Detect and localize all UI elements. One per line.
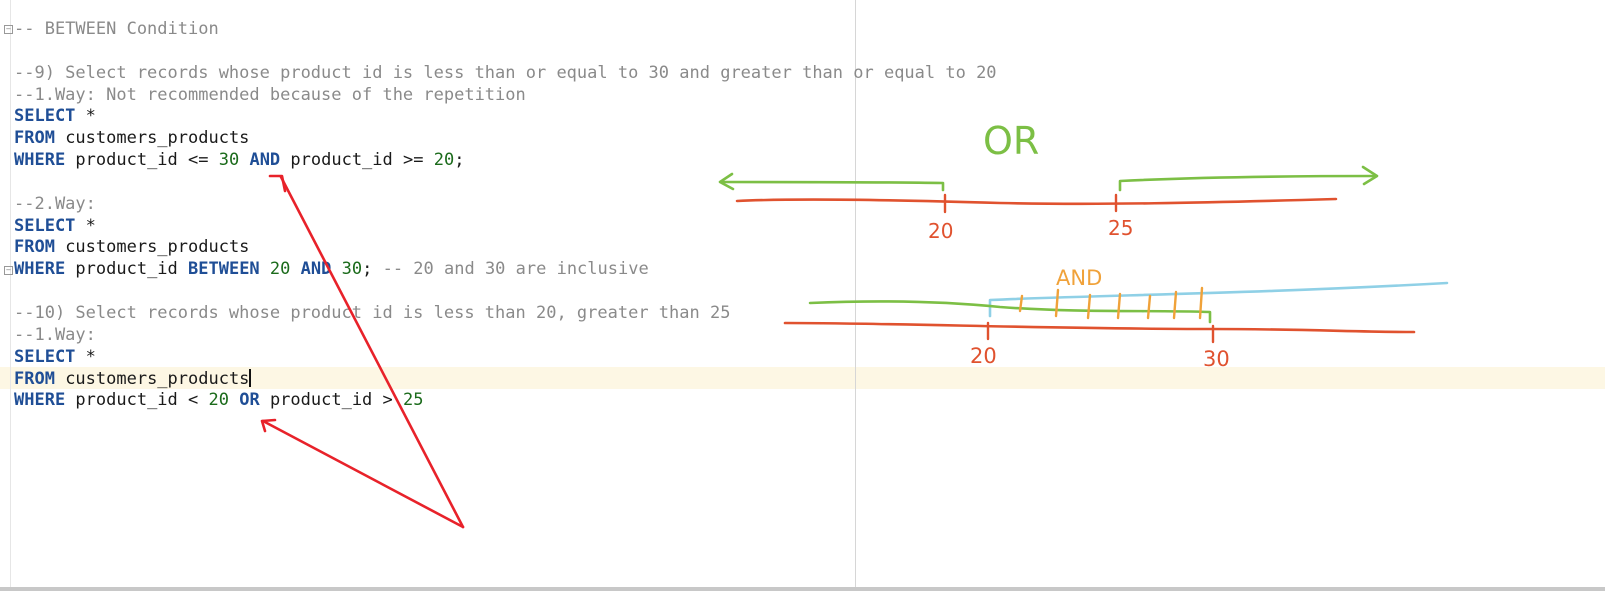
sql-comment: --9) Select records whose product id is … xyxy=(14,62,997,83)
arrowhead xyxy=(260,418,277,433)
arrow-to-and-keyword xyxy=(279,175,465,529)
code-line[interactable]: --1.Way: Not recommended because of the … xyxy=(14,85,997,107)
code-line[interactable]: --10) Select records whose product id is… xyxy=(14,303,997,325)
code-line[interactable]: FROM customers_products xyxy=(14,368,997,391)
sql-keyword: SELECT xyxy=(14,346,76,367)
or-tick-label: 25 xyxy=(1108,216,1133,240)
code-line[interactable]: FROM customers_products xyxy=(14,128,997,150)
code-line[interactable]: WHERE product_id BETWEEN 20 AND 30; -- 2… xyxy=(14,259,997,281)
code-line[interactable]: WHERE product_id < 20 OR product_id > 25 xyxy=(14,390,997,412)
number-literal: 25 xyxy=(403,390,424,411)
or-label: OR xyxy=(983,119,1039,163)
code-line[interactable]: --9) Select records whose product id is … xyxy=(14,63,997,85)
code-token: customers_products xyxy=(54,237,250,258)
code-line[interactable]: SELECT * xyxy=(14,216,997,238)
sql-comment: -- BETWEEN Condition xyxy=(14,19,219,39)
code-token: product_id < xyxy=(65,390,209,411)
sql-keyword: WHERE xyxy=(14,390,66,411)
and-tick-label: 20 xyxy=(970,344,997,368)
red-arrows xyxy=(260,174,465,529)
sql-keyword: FROM xyxy=(14,128,55,149)
sql-keyword: WHERE xyxy=(14,259,66,280)
code-line[interactable]: WHERE product_id <= 30 AND product_id >=… xyxy=(14,150,997,172)
fold-toggle-icon[interactable]: − xyxy=(4,25,13,34)
code-line[interactable]: FROM customers_products xyxy=(14,237,997,259)
right-margin-guide xyxy=(855,0,856,587)
sql-comment: --2.Way: xyxy=(14,193,96,214)
sql-keyword: FROM xyxy=(14,368,55,389)
code-token: customers_products xyxy=(54,128,250,149)
and-label: AND xyxy=(1056,266,1102,290)
code-token: ; xyxy=(362,259,383,280)
and-diagram: AND 20 30 xyxy=(783,266,1449,371)
code-token: * xyxy=(75,346,96,367)
code-line[interactable]: -- BETWEEN Condition xyxy=(14,19,997,41)
code-token: product_id >= xyxy=(280,150,434,171)
or-diagram: OR 20 25 xyxy=(718,119,1379,243)
sql-comment: --10) Select records whose product id is… xyxy=(14,302,731,323)
number-literal: 20 xyxy=(269,259,291,280)
sql-keyword: FROM xyxy=(14,237,55,258)
code-token: product_id <= xyxy=(65,150,219,171)
code-line[interactable]: SELECT * xyxy=(14,106,997,128)
sql-keyword: OR xyxy=(239,390,260,411)
sql-keyword: AND xyxy=(300,259,332,280)
arrowhead xyxy=(268,174,287,193)
sql-comment: --1.Way: Not recommended because of the … xyxy=(14,84,526,105)
sql-keyword: SELECT xyxy=(14,106,76,127)
arrow-to-or-keyword xyxy=(261,419,465,529)
code-token: product_id > xyxy=(259,390,403,411)
code-token: customers_products xyxy=(54,368,250,389)
fold-toggle-icon[interactable]: − xyxy=(4,266,13,275)
and-tick-label: 30 xyxy=(1203,347,1230,371)
or-tick-label: 20 xyxy=(928,219,953,243)
number-literal: 30 xyxy=(341,259,363,280)
code-token: * xyxy=(75,106,96,127)
code-line[interactable]: --2.Way: xyxy=(14,194,997,216)
code-token: * xyxy=(75,215,96,236)
sql-keyword: BETWEEN xyxy=(188,259,260,280)
current-line-highlight xyxy=(0,367,1605,389)
code-line[interactable]: SELECT * xyxy=(14,347,997,369)
number-literal: 30 xyxy=(218,150,240,171)
sql-comment: --1.Way: xyxy=(14,324,96,345)
text-cursor xyxy=(249,368,251,387)
sql-keyword: AND xyxy=(249,150,281,171)
sql-comment: -- 20 and 30 are inclusive xyxy=(382,259,649,280)
code-line[interactable]: --1.Way: xyxy=(14,325,997,347)
sql-keyword: SELECT xyxy=(14,215,76,236)
status-bar xyxy=(0,587,1605,591)
code-text[interactable]: -- BETWEEN Condition --9) Select records… xyxy=(14,19,997,412)
code-token: product_id xyxy=(65,259,189,280)
code-token: ; xyxy=(454,150,465,171)
gutter-divider xyxy=(10,0,11,587)
number-literal: 20 xyxy=(208,390,229,411)
sql-keyword: WHERE xyxy=(14,150,66,171)
number-literal: 20 xyxy=(433,150,455,171)
